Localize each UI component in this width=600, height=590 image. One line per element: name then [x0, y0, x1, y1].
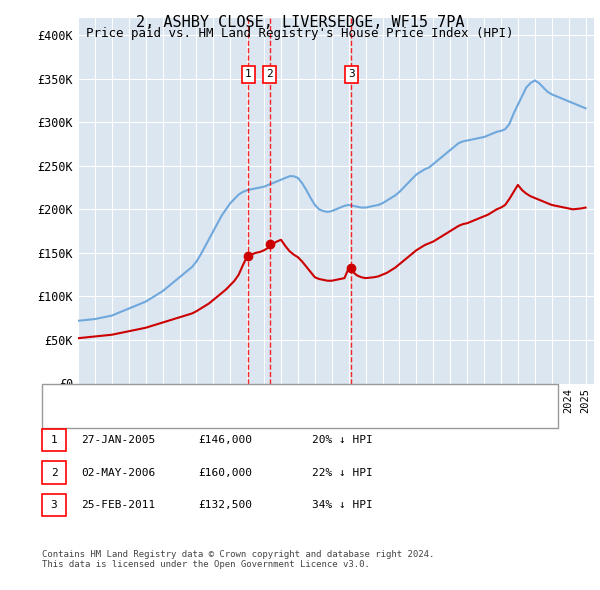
Text: 1: 1 — [245, 69, 252, 79]
Text: 22% ↓ HPI: 22% ↓ HPI — [312, 468, 373, 477]
Text: 2: 2 — [50, 468, 58, 477]
Text: 3: 3 — [348, 69, 355, 79]
Text: 27-JAN-2005: 27-JAN-2005 — [81, 435, 155, 445]
Text: Contains HM Land Registry data © Crown copyright and database right 2024.
This d: Contains HM Land Registry data © Crown c… — [42, 550, 434, 569]
Text: ——: —— — [60, 385, 77, 399]
Text: 1: 1 — [50, 435, 58, 445]
Text: 34% ↓ HPI: 34% ↓ HPI — [312, 500, 373, 510]
Text: £132,500: £132,500 — [198, 500, 252, 510]
Text: 20% ↓ HPI: 20% ↓ HPI — [312, 435, 373, 445]
Text: £160,000: £160,000 — [198, 468, 252, 477]
Text: 2: 2 — [266, 69, 273, 79]
Text: Price paid vs. HM Land Registry's House Price Index (HPI): Price paid vs. HM Land Registry's House … — [86, 27, 514, 40]
Text: 25-FEB-2011: 25-FEB-2011 — [81, 500, 155, 510]
Text: 02-MAY-2006: 02-MAY-2006 — [81, 468, 155, 477]
Text: 2, ASHBY CLOSE, LIVERSEDGE, WF15 7PA: 2, ASHBY CLOSE, LIVERSEDGE, WF15 7PA — [136, 15, 464, 30]
Text: £146,000: £146,000 — [198, 435, 252, 445]
Text: 3: 3 — [50, 500, 58, 510]
Text: 2, ASHBY CLOSE, LIVERSEDGE, WF15 7PA (detached house): 2, ASHBY CLOSE, LIVERSEDGE, WF15 7PA (de… — [99, 388, 430, 397]
Text: HPI: Average price, detached house, Kirklees: HPI: Average price, detached house, Kirk… — [99, 411, 374, 421]
Text: ——: —— — [60, 409, 77, 423]
